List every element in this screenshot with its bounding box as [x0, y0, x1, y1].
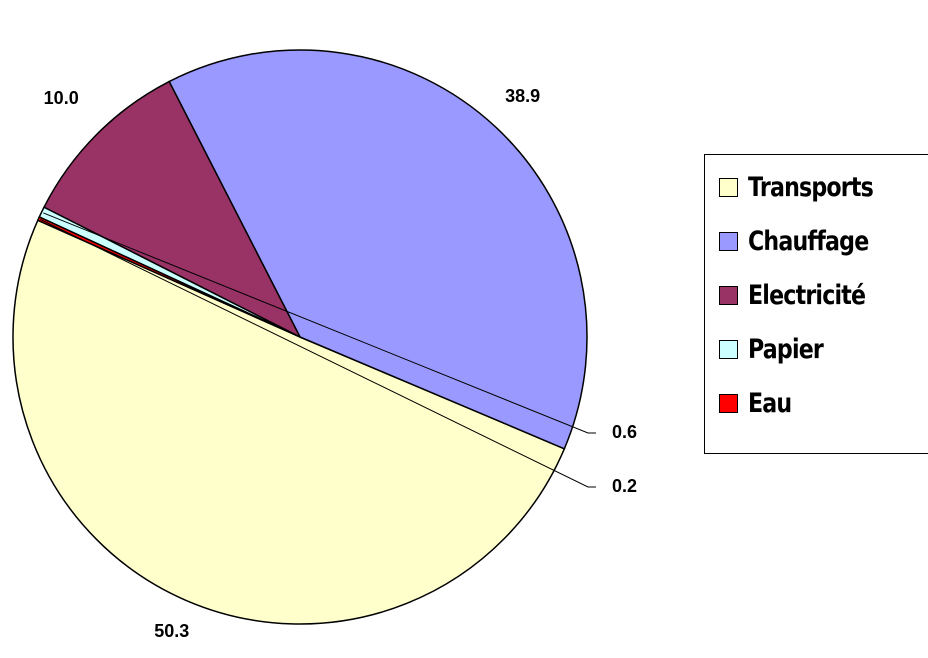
legend-label-electricite: Electricité — [748, 279, 866, 311]
data-label-papier: 0.6 — [612, 422, 637, 442]
legend-label-chauffage: Chauffage — [748, 225, 869, 257]
legend: Transports Chauffage Electricité Papier … — [704, 154, 928, 454]
pie-slice-electricite — [43, 80, 302, 339]
legend-swatch-eau — [719, 393, 738, 413]
leader-lines — [40, 212, 596, 488]
data-label-transports: 50.3 — [154, 621, 189, 641]
pie-slice-transports — [12, 219, 566, 625]
pie-slice-eau — [36, 215, 301, 338]
legend-swatch-transports — [719, 177, 738, 197]
legend-swatch-chauffage — [719, 231, 738, 251]
legend-item-electricite: Electricité — [719, 275, 891, 315]
leader-line-eau — [40, 218, 596, 488]
legend-swatch-papier — [719, 339, 738, 359]
legend-item-transports: Transports — [719, 167, 900, 207]
pie-slice-chauffage — [168, 49, 588, 450]
legend-label-papier: Papier — [748, 333, 824, 365]
legend-label-transports: Transports — [748, 171, 874, 203]
legend-swatch-electricite — [719, 285, 738, 305]
data-label-chauffage: 38.9 — [505, 86, 540, 106]
data-labels: 50.3 38.9 10.0 0.6 0.2 — [44, 86, 637, 641]
pie-slices — [12, 49, 588, 625]
data-label-eau: 0.2 — [612, 476, 637, 496]
leader-line-papier — [43, 212, 596, 434]
legend-item-chauffage: Chauffage — [719, 221, 895, 261]
data-label-electricite: 10.0 — [44, 88, 79, 108]
legend-item-eau: Eau — [719, 383, 801, 423]
legend-item-papier: Papier — [719, 329, 840, 369]
legend-label-eau: Eau — [748, 387, 792, 419]
